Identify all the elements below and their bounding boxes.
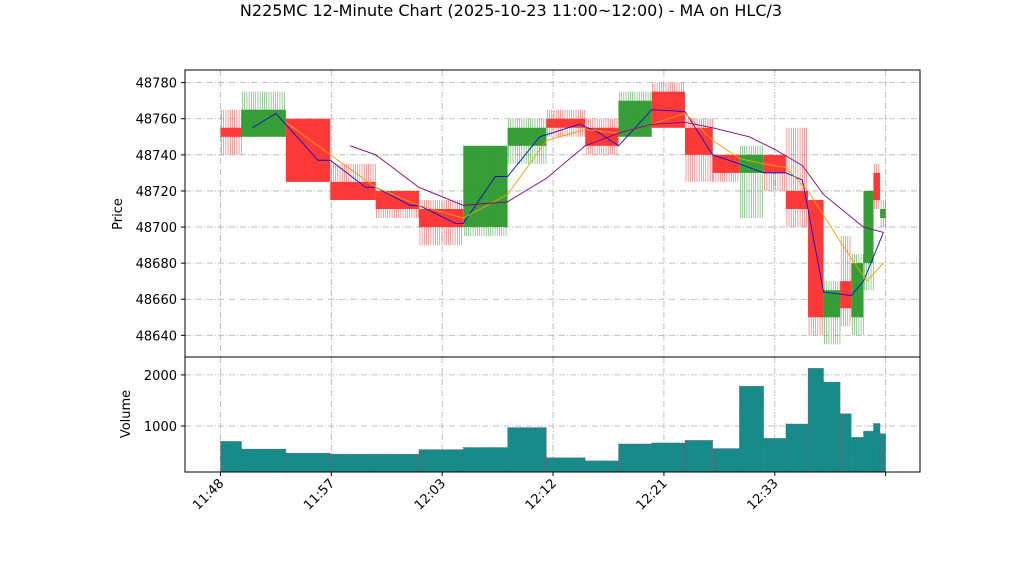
x-tick-label: 12:12: [523, 476, 560, 513]
y-tick-label: 48700: [136, 221, 177, 236]
y-tick-label: 48720: [136, 185, 177, 200]
volume-bar: [418, 449, 464, 473]
x-tick-label: 12:03: [412, 476, 449, 513]
volume-bar: [329, 453, 376, 473]
volume-bar: [220, 441, 242, 473]
candle-body: [220, 127, 242, 137]
ma-line: [350, 121, 884, 233]
volume-bar: [584, 460, 619, 473]
candle-body: [463, 145, 508, 228]
x-tick-label: 11:57: [301, 476, 338, 513]
volume-bar: [462, 447, 508, 473]
volume-bar: [651, 442, 686, 473]
candle-body: [507, 127, 547, 146]
volume-bar: [285, 452, 331, 473]
volume-bar: [839, 413, 852, 473]
volume-bar: [850, 436, 864, 473]
candle-body: [873, 172, 881, 200]
candle-body: [808, 199, 824, 318]
volume-bar: [823, 381, 841, 473]
candle-body: [684, 127, 713, 155]
y-tick-label: 48660: [136, 293, 177, 308]
candle-body: [739, 154, 764, 173]
volume-bar: [763, 437, 787, 473]
chart-title: N225MC 12-Minute Chart (2025-10-23 11:00…: [240, 1, 782, 20]
volume-bar: [712, 448, 740, 473]
volume-bar: [507, 427, 547, 473]
candle-wick: [786, 127, 807, 228]
candle-body: [330, 181, 376, 200]
volume-bar: [546, 457, 586, 473]
y-tick-label: 1000: [144, 420, 177, 435]
y-axis-label: Volume: [119, 390, 134, 438]
candle-body: [546, 118, 586, 128]
candle-body: [712, 154, 740, 173]
candle-body: [851, 263, 864, 318]
volume-bar: [863, 430, 874, 473]
candle-body: [285, 118, 331, 182]
ma-line: [252, 109, 884, 297]
y-tick-label: 2000: [144, 369, 177, 384]
volume-bar: [241, 448, 287, 473]
plot-frame: [184, 356, 921, 473]
candle-body: [823, 290, 841, 318]
y-tick-label: 48680: [136, 257, 177, 272]
y-tick-label: 48740: [136, 149, 177, 164]
x-tick-label: 12:21: [634, 476, 671, 513]
y-axis-label: Price: [111, 198, 126, 230]
y-tick-label: 48760: [136, 113, 177, 128]
candle-body: [618, 100, 652, 137]
x-tick-label: 11:48: [190, 476, 227, 513]
candle-body: [863, 190, 874, 264]
candle-body: [418, 208, 464, 228]
x-tick-label: 12:33: [745, 476, 782, 513]
volume-bar: [738, 385, 764, 473]
y-tick-label: 48780: [136, 77, 177, 92]
volume-bar: [785, 423, 809, 473]
candle-body: [880, 208, 886, 219]
volume-bar: [618, 443, 653, 473]
volume-bar: [879, 433, 886, 473]
volume-bar: [873, 423, 881, 473]
volume-bar: [807, 367, 824, 473]
y-tick-label: 48640: [136, 329, 177, 344]
candle-body: [763, 154, 786, 173]
candle-body: [785, 190, 809, 209]
volume-bar: [375, 453, 420, 473]
candle-body: [241, 109, 286, 137]
volume-bar: [684, 440, 713, 473]
candle-body: [375, 190, 419, 209]
candle-wick: [840, 236, 851, 327]
